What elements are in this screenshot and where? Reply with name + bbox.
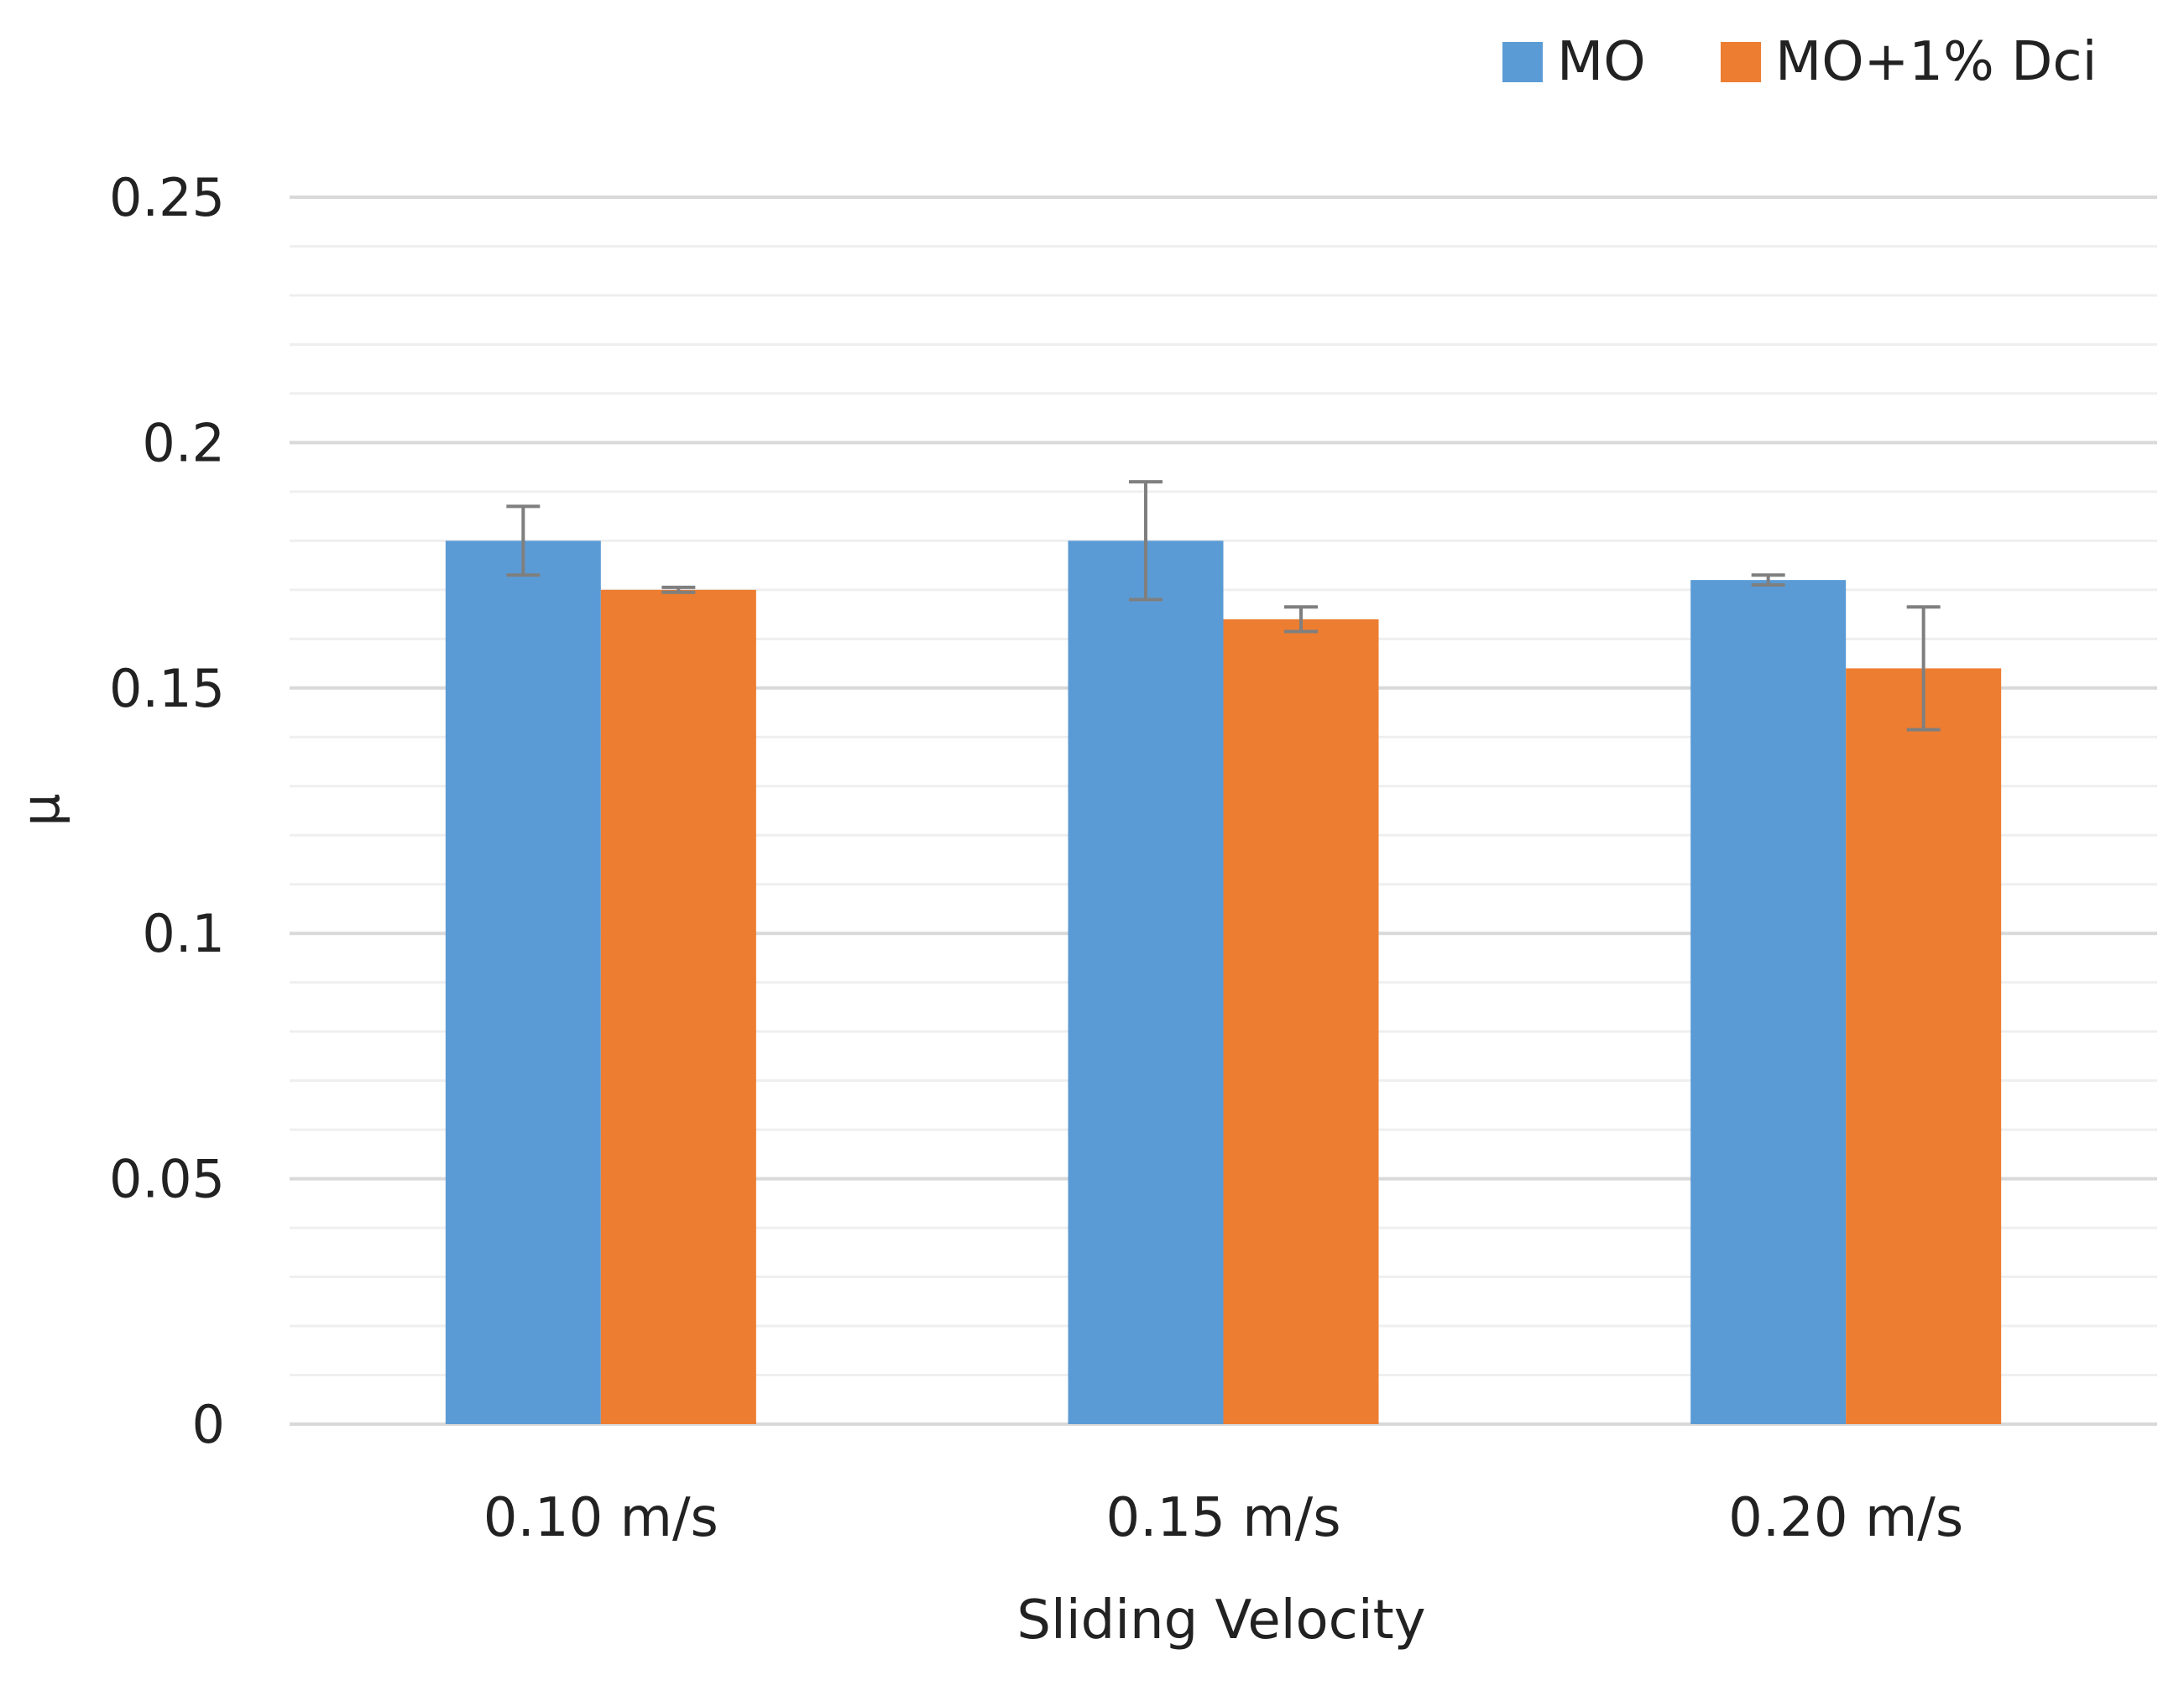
x-axis-title: Sliding Velocity — [1016, 1589, 1425, 1652]
bars — [445, 540, 2002, 1424]
bar-mo-2 — [1690, 580, 1847, 1424]
error-bar — [661, 585, 696, 594]
x-tick-label: 0.15 m/s — [1105, 1487, 1340, 1549]
legend-swatch-mo-dci — [1721, 42, 1761, 82]
x-tick-label: 0.20 m/s — [1728, 1487, 1963, 1549]
bar-mo-dci-2 — [1846, 668, 2002, 1424]
y-axis-ticks: 0 0.05 0.1 0.15 0.2 0.25 — [109, 167, 225, 1455]
legend-swatch-mo — [1502, 42, 1543, 82]
y-tick-label: 0.15 — [109, 658, 225, 719]
error-bar — [506, 504, 541, 577]
legend: MO MO+1% Dci — [1502, 31, 2097, 93]
y-tick-label: 0.05 — [109, 1149, 225, 1210]
x-axis-ticks: 0.10 m/s 0.15 m/s 0.20 m/s — [483, 1487, 1963, 1549]
error-bar — [1129, 480, 1163, 602]
y-tick-label: 0.25 — [109, 167, 225, 228]
bar-mo-dci-0 — [600, 589, 756, 1424]
error-bar — [1906, 605, 1941, 732]
x-tick-label: 0.10 m/s — [483, 1487, 718, 1549]
error-bar — [1284, 605, 1318, 634]
bar-mo-0 — [445, 540, 601, 1424]
y-axis-title: μ — [10, 793, 71, 826]
bar-mo-dci-1 — [1223, 618, 1379, 1424]
y-tick-label: 0.1 — [142, 903, 225, 964]
error-bar — [1751, 573, 1785, 587]
y-tick-label: 0.2 — [142, 412, 225, 473]
bar-mo-1 — [1068, 540, 1224, 1424]
error-bars — [506, 480, 1941, 732]
y-tick-label: 0 — [192, 1394, 225, 1455]
legend-label-mo-dci: MO+1% Dci — [1775, 31, 2097, 93]
legend-label-mo: MO — [1557, 31, 1646, 93]
